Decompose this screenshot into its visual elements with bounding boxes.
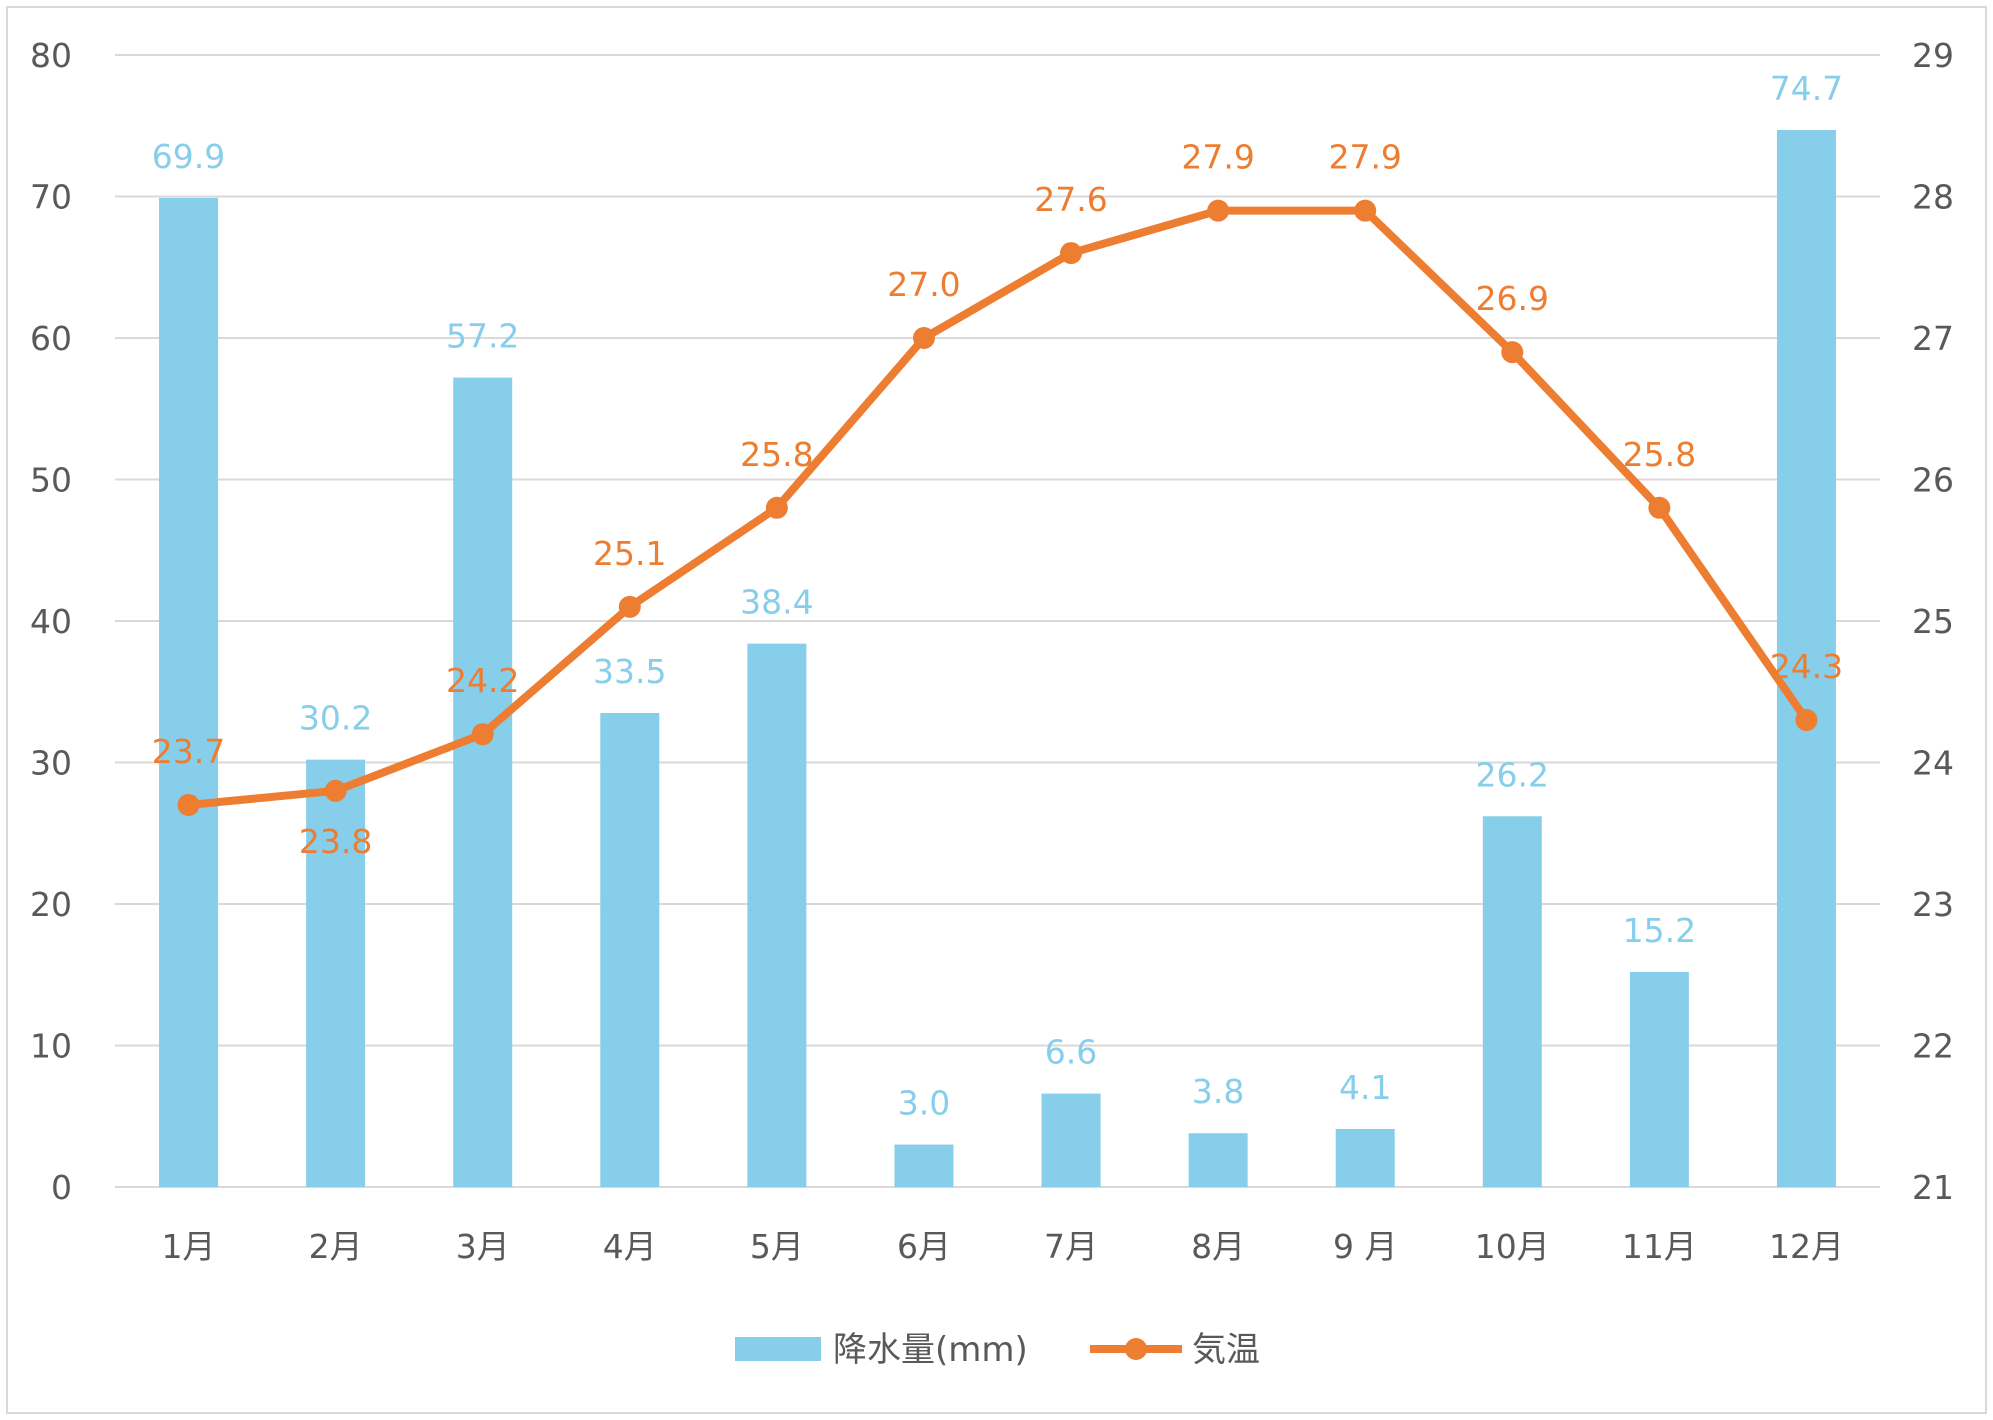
x-tick-label: 12月 — [1769, 1227, 1844, 1266]
y-right-tick-label: 25 — [1912, 602, 1954, 641]
line-data-label: 25.8 — [740, 435, 813, 474]
x-tick-label: 3月 — [456, 1227, 510, 1266]
temperature-point — [471, 723, 494, 746]
precipitation-bar — [1776, 129, 1836, 1187]
precipitation-bar — [159, 197, 219, 1188]
bar-data-label: 57.2 — [446, 317, 519, 356]
temperature-point — [912, 327, 935, 349]
temperature-point — [1207, 199, 1230, 222]
bar-data-label: 3.0 — [898, 1084, 950, 1123]
temperature-point — [1060, 242, 1083, 265]
x-tick-label: 5月 — [750, 1227, 804, 1266]
y-right-tick-label: 24 — [1912, 744, 1954, 783]
precipitation-bar — [747, 643, 807, 1187]
y-right-tick-label: 23 — [1912, 885, 1954, 924]
x-tick-label: 6月 — [897, 1227, 951, 1266]
line-data-label: 23.7 — [152, 732, 225, 771]
legend-swatch-precipitation — [735, 1337, 821, 1361]
x-tick-label: 4月 — [603, 1227, 657, 1266]
legend-label-temperature: 気温 — [1192, 1330, 1260, 1370]
line-data-label: 27.9 — [1181, 138, 1254, 177]
data-labels: 69.9 30.2 57.2 33.5 38.4 3.0 6.6 3.8 4.1 26.2 15.2… — [152, 69, 1843, 1123]
precipitation-bar — [1629, 971, 1689, 1187]
line-data-label: 27.6 — [1034, 180, 1107, 219]
bar-data-label: 74.7 — [1770, 69, 1843, 108]
x-tick-label: 8月 — [1191, 1227, 1245, 1266]
y-left-tick-label: 10 — [30, 1027, 72, 1066]
x-tick-label: 10月 — [1475, 1227, 1550, 1266]
temperature-line — [177, 199, 1818, 816]
precipitation-bar — [1335, 1128, 1395, 1187]
y-right-tick-label: 21 — [1912, 1168, 1954, 1207]
legend-label-precipitation: 降水量(mm) — [833, 1330, 1028, 1370]
axis-labels: 0 10 20 30 40 50 60 70 80 21 22 23 24 25 26 27 28 29 1月 2月 3… — [30, 36, 1954, 1266]
y-left-tick-label: 0 — [51, 1168, 72, 1207]
y-right-tick-label: 27 — [1912, 319, 1954, 358]
temperature-point — [177, 793, 200, 816]
temperature-point — [324, 779, 347, 802]
bar-data-label: 4.1 — [1339, 1068, 1391, 1107]
bar-data-label: 69.9 — [152, 137, 225, 176]
bar-data-label: 3.8 — [1192, 1072, 1244, 1111]
legend-marker-temperature — [1125, 1338, 1147, 1360]
temperature-point — [1795, 709, 1818, 732]
y-left-tick-label: 50 — [30, 461, 72, 500]
y-left-tick-label: 70 — [30, 178, 72, 217]
line-data-label: 24.3 — [1770, 647, 1843, 686]
x-tick-label: 9 月 — [1333, 1227, 1398, 1266]
precipitation-bar — [306, 759, 366, 1187]
y-left-tick-label: 60 — [30, 319, 72, 358]
line-data-label: 25.8 — [1623, 435, 1696, 474]
y-left-tick-label: 80 — [30, 36, 72, 75]
line-data-label: 27.9 — [1328, 138, 1401, 177]
line-data-label: 23.8 — [299, 822, 372, 861]
bar-data-label: 38.4 — [740, 583, 813, 622]
bar-data-label: 15.2 — [1623, 911, 1696, 950]
temperature-point — [618, 595, 641, 618]
temperature-point — [1501, 341, 1524, 364]
precipitation-bar — [1041, 1093, 1101, 1187]
y-right-tick-label: 26 — [1912, 461, 1954, 500]
line-data-label: 26.9 — [1476, 279, 1549, 318]
x-tick-label: 11月 — [1622, 1227, 1697, 1266]
bar-data-label: 30.2 — [299, 699, 372, 738]
temperature-point — [1648, 496, 1671, 519]
x-tick-label: 2月 — [309, 1227, 363, 1266]
temperature-line-path — [184, 206, 1811, 809]
x-tick-label: 1月 — [162, 1227, 216, 1266]
y-right-tick-label: 29 — [1912, 36, 1954, 75]
precipitation-bar — [453, 377, 513, 1187]
line-data-label: 24.2 — [446, 661, 519, 700]
precipitation-bar — [894, 1144, 954, 1187]
precipitation-bar — [1482, 816, 1542, 1187]
precipitation-bar — [600, 712, 660, 1187]
bar-data-label: 6.6 — [1045, 1033, 1097, 1072]
gridlines — [115, 54, 1880, 1188]
precipitation-bar — [1188, 1133, 1248, 1187]
x-tick-label: 7月 — [1044, 1227, 1098, 1266]
y-left-tick-label: 30 — [30, 744, 72, 783]
line-data-label: 25.1 — [593, 534, 666, 573]
precipitation-bars — [159, 129, 1836, 1188]
line-data-label: 27.0 — [887, 265, 960, 304]
y-right-tick-label: 22 — [1912, 1027, 1954, 1066]
legend: 降水量(mm) 気温 — [735, 1330, 1260, 1370]
y-left-tick-label: 20 — [30, 885, 72, 924]
bar-data-label: 26.2 — [1476, 755, 1549, 794]
temperature-point — [765, 496, 788, 519]
temperature-point — [1354, 199, 1377, 222]
bar-data-label: 33.5 — [593, 652, 666, 691]
y-left-tick-label: 40 — [30, 602, 72, 641]
y-right-tick-label: 28 — [1912, 178, 1954, 217]
